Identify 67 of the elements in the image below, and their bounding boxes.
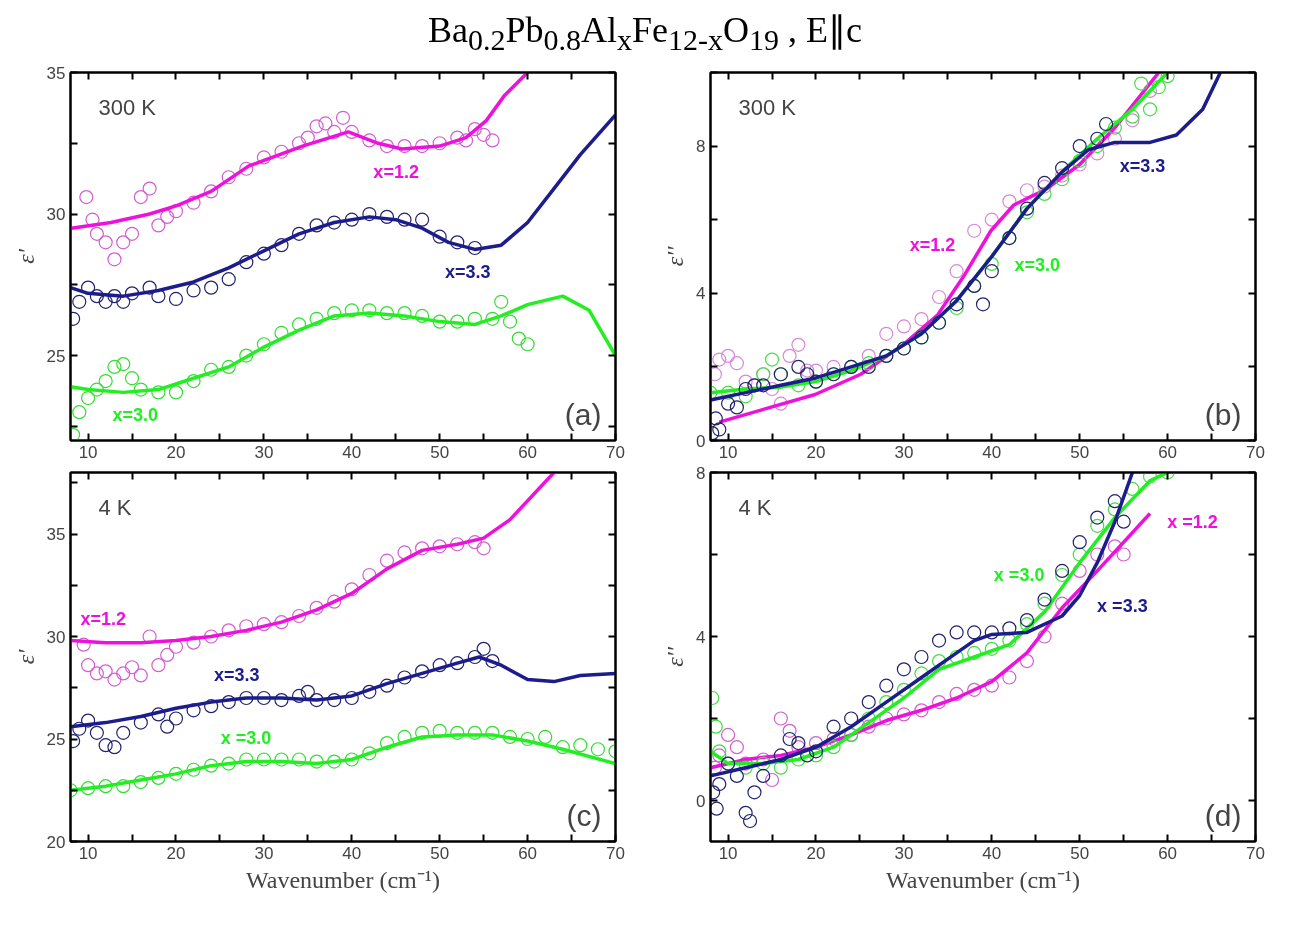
x-tick-label: 60 [518,442,538,462]
x-tick-label: 50 [430,843,450,863]
series-label: x =3.3 [1097,596,1148,617]
annotation: 4 K [738,494,772,520]
y-tick-label: 25 [46,346,66,366]
series-label: x=1.2 [80,608,127,629]
y-tick-label: 35 [46,525,66,544]
y-axis-title: ε'' [662,245,689,267]
series-label: x=3.3 [1119,156,1166,177]
x-tick-label: 30 [254,843,274,863]
x-tick-label: 30 [894,442,914,462]
x-tick-label: 50 [1070,442,1090,462]
x-tick-label: 40 [342,843,362,863]
y-tick-label: 35 [46,63,66,83]
x-tick-label: 20 [806,442,826,462]
y-tick-label: 30 [46,627,66,647]
y-axis-title: ε' [12,248,39,264]
series-label: x=3.0 [1014,255,1060,276]
x-axis-title: Wavenumber (cm⁻¹) [886,866,1080,893]
series-label: x=1.2 [373,161,419,182]
y-tick-label: 8 [696,137,706,157]
series-label: x=3.3 [214,665,260,686]
series-label: x=3.3 [444,261,491,282]
y-tick-label: 4 [696,627,706,647]
annotation: 300 K [98,94,157,120]
x-tick-label: 60 [518,843,538,863]
series-label: x =3.0 [993,565,1045,586]
annotation: 4 K [98,494,132,520]
series-label: x =3.0 [220,727,272,748]
annotation: (d) [1204,798,1242,832]
x-tick-label: 70 [1246,442,1265,462]
x-tick-label: 30 [254,442,274,462]
y-tick-label: 30 [46,205,66,225]
x-tick-label: 40 [982,442,1002,462]
x-tick-label: 40 [982,843,1002,863]
x-tick-label: 40 [342,442,362,462]
y-axis-title: ε' [12,648,39,665]
x-tick-label: 20 [166,442,186,462]
x-tick-label: 20 [806,843,826,863]
y-tick-label: 0 [696,791,706,811]
annotation: (c) [566,798,602,832]
x-tick-label: 50 [430,442,450,462]
x-tick-label: 10 [718,843,738,863]
x-tick-label: 70 [1246,843,1265,863]
annotation: (b) [1204,397,1242,431]
x-tick-label: 30 [894,843,914,863]
x-axis-title: Wavenumber (cm⁻¹) [246,866,440,893]
x-tick-label: 50 [1070,843,1090,863]
series-label: x =1.2 [1167,511,1218,532]
x-tick-label: 60 [1158,442,1178,462]
y-tick-label: 8 [696,463,706,483]
annotation: (a) [564,397,602,431]
x-tick-label: 70 [606,442,625,462]
x-tick-label: 20 [166,843,186,863]
series-label: x=3.0 [112,405,158,426]
x-tick-label: 10 [718,442,738,462]
chart-title: Ba$_{0.2}$Pb$_{0.8}$Al$_{x}$Fe$_{12-x}$O$_{19}$ , E∥c [428,10,862,57]
y-tick-label: 25 [46,730,66,749]
y-tick-label: 0 [696,431,706,451]
y-tick-label: 4 [696,284,706,304]
x-tick-label: 10 [78,843,98,863]
annotation: 300 K [738,94,797,120]
x-tick-label: 60 [1158,843,1178,863]
y-axis-title: ε'' [662,646,689,667]
x-tick-label: 10 [78,442,98,462]
x-tick-label: 70 [606,843,625,863]
series-label: x=1.2 [909,235,956,256]
